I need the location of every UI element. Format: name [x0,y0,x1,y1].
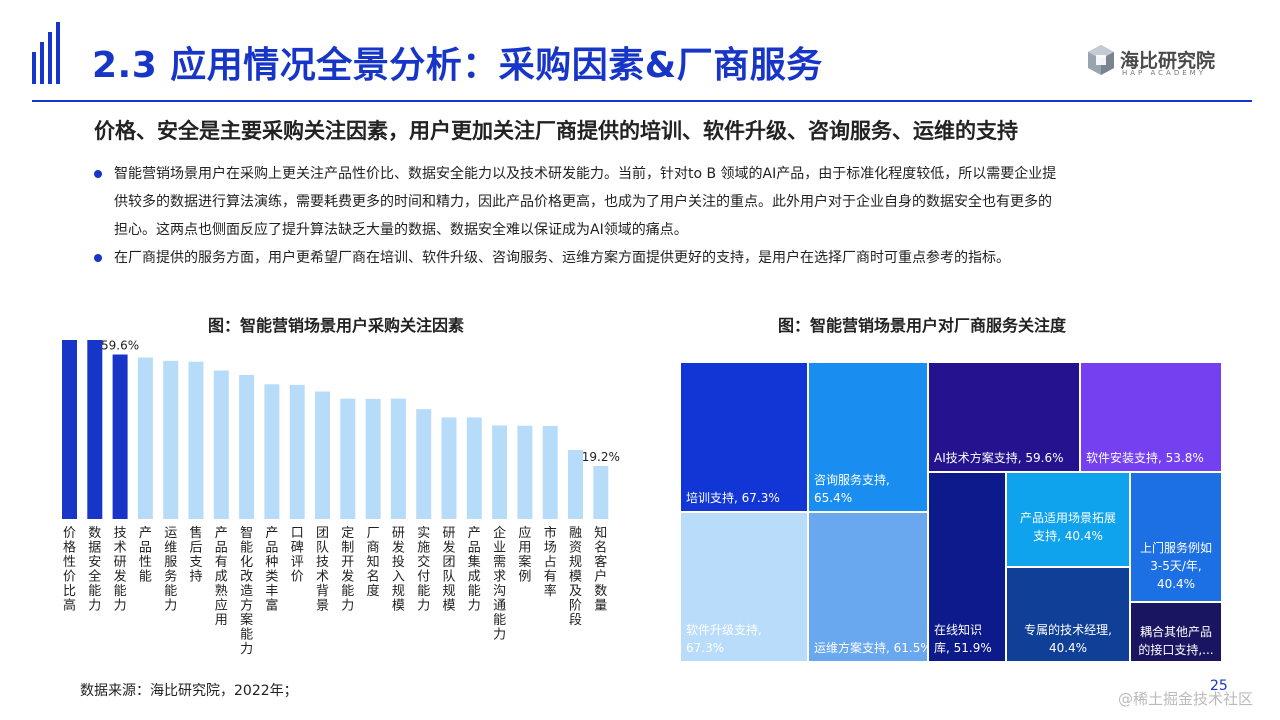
header-divider [32,100,1252,102]
treemap-cell-label: 耦合其他产品的接口支持,... [1138,624,1213,657]
bar [239,374,255,519]
x-tick-label: 企业需求沟通能力 [493,525,506,643]
treemap-cell-label: 咨询服务支持, 65.4% [814,472,890,505]
bar [593,466,609,519]
treemap-cell: 耦合其他产品的接口支持,... [1129,601,1222,662]
bullet-list: 智能营销场景用户在采购上更关注产品性价比、数据安全能力以及技术研发能力。当前，针… [92,160,1222,272]
bar [112,354,128,519]
treemap-cell: 软件安装支持, 53.8% [1079,362,1222,473]
x-tick-label: 定制开发能力 [341,526,354,614]
x-tick-label: 技术研发能力 [114,526,127,614]
treemap-cell-label: 在线知识库, 51.9% [934,623,992,655]
bar [492,425,508,519]
treemap-cell: 专属的技术经理, 40.4% [1005,566,1131,662]
bar [163,360,179,519]
x-tick-label: 团队技术背景 [316,526,329,614]
bar-chart: 69.2%价格性价比高67.3%数据安全能力59.6%技术研发能力产品性能运维服… [62,340,620,657]
bullet-line: 在厂商提供的服务方面，用户更希望厂商在培训、软件升级、咨询服务、运维方案方面提供… [114,250,1010,266]
treemap-cell-label: 培训支持, 67.3% [686,490,780,505]
treemap-cell: 软件升级支持, 67.3% [680,511,809,662]
treemap-cell-label: 产品适用场景拓展支持, 40.4% [1020,511,1116,543]
bar [289,384,305,519]
bar [542,425,558,519]
logo: 海比研究院 HAP ACADEMY [1086,42,1246,82]
treemap-cell-label: 专属的技术经理, 40.4% [1024,622,1112,655]
treemap-cell: 咨询服务支持, 65.4% [807,362,929,513]
x-tick-label: 智能化改造方案能力 [240,526,253,657]
header-bars-decoration [32,22,60,84]
x-tick-label: 运维服务能力 [164,526,177,614]
treemap-cell: 运维方案支持, 61.5% [807,511,932,662]
x-tick-label: 研发团队规模 [442,526,455,614]
bar [517,425,533,519]
page-subtitle: 价格、安全是主要采购关注因素，用户更加关注厂商提供的培训、软件升级、咨询服务、运… [94,119,1018,143]
bar-data-label: 59.6% [101,340,139,353]
bullet-item: 智能营销场景用户在采购上更关注产品性价比、数据安全能力以及技术研发能力。当前，针… [92,160,1222,244]
bar [264,384,280,519]
x-tick-label: 售后支持 [189,525,202,585]
bar [137,357,153,519]
page-number: 25 [1210,678,1228,694]
x-tick-label: 产品集成能力 [468,526,481,614]
treemap-cell: 在线知识库, 51.9% [927,471,1007,662]
logo-cube-icon [1088,45,1114,75]
watermark: @稀土掘金技术社区 [1118,690,1254,708]
x-tick-label: 融资规模及阶段 [569,526,582,628]
treemap-cell: 上门服务例如 3-5天/年, 40.4% [1129,471,1222,603]
bar [188,361,204,519]
bar [365,398,381,519]
bullet-line: 智能营销场景用户在采购上更关注产品性价比、数据安全能力以及技术研发能力。当前，针… [114,166,1057,182]
x-tick-label: 市场占有率 [544,525,557,599]
treemap-cell-label: AI技术方案支持, 59.6% [934,450,1064,465]
logo-text: 海比研究院 [1120,50,1216,72]
x-tick-label: 知名客户数量 [594,525,607,614]
x-tick-label: 数据安全能力 [88,526,101,614]
treemap-cell-label: 运维方案支持, 61.5% [814,640,932,655]
bar [315,391,330,519]
x-tick-label: 应用案例 [518,525,531,585]
x-tick-label: 研发投入规模 [392,526,405,614]
bullet-line: 担心。这两点也侧面反应了提升算法缺乏大量的数据、数据安全难以保证成为AI领域的痛… [114,222,688,238]
page-title: 2.3 应用情况全景分析：采购因素&厂商服务 [92,45,823,86]
treemap-chart: 培训支持, 67.3% 软件升级支持, 67.3% 咨询服务支持, 65.4% 运维方案支… [680,362,1222,662]
bar [466,417,482,519]
bar [441,417,457,519]
bar [568,450,583,519]
x-tick-label: 厂商知名度 [367,526,380,599]
bar-chart-title: 图：智能营销场景用户采购关注因素 [208,316,465,335]
bullet-item: 在厂商提供的服务方面，用户更希望厂商在培训、软件升级、咨询服务、运维方案方面提供… [92,244,1222,272]
treemap-cell-label: 软件安装支持, 53.8% [1086,450,1204,465]
treemap-cell-label: 上门服务例如 3-5天/年, 40.4% [1140,540,1212,591]
bar [87,340,103,519]
x-tick-label: 实施交付能力 [417,526,430,614]
x-tick-label: 产品有成熟应用 [215,526,228,628]
bullet-dot-icon [94,170,102,178]
bar [340,398,356,519]
x-tick-label: 产品种类丰富 [265,526,278,614]
treemap-cell: 培训支持, 67.3% [680,362,809,513]
treemap-cell: 产品适用场景拓展支持, 40.4% [1005,471,1131,568]
x-tick-label: 产品性能 [139,526,152,585]
bar [213,370,229,519]
bar [62,340,77,519]
data-source-note: 数据来源：海比研究院，2022年； [80,683,298,699]
x-tick-label: 价格性价比高 [63,526,76,614]
bullet-line: 供较多的数据进行算法演练，需要耗费更多的时间和精力，因此产品价格更高，也成为了用… [114,194,1052,210]
bar-data-label: 19.2% [582,450,620,464]
bar [390,398,406,519]
bar [416,409,432,519]
treemap-cell: AI技术方案支持, 59.6% [927,362,1081,473]
treemap-title: 图：智能营销场景用户对厂商服务关注度 [778,316,1067,335]
x-tick-label: 口碑评价 [291,526,304,585]
logo-subtext: HAP ACADEMY [1122,69,1206,77]
bullet-dot-icon [94,254,102,262]
treemap-cell-label: 软件升级支持, 67.3% [686,622,762,655]
